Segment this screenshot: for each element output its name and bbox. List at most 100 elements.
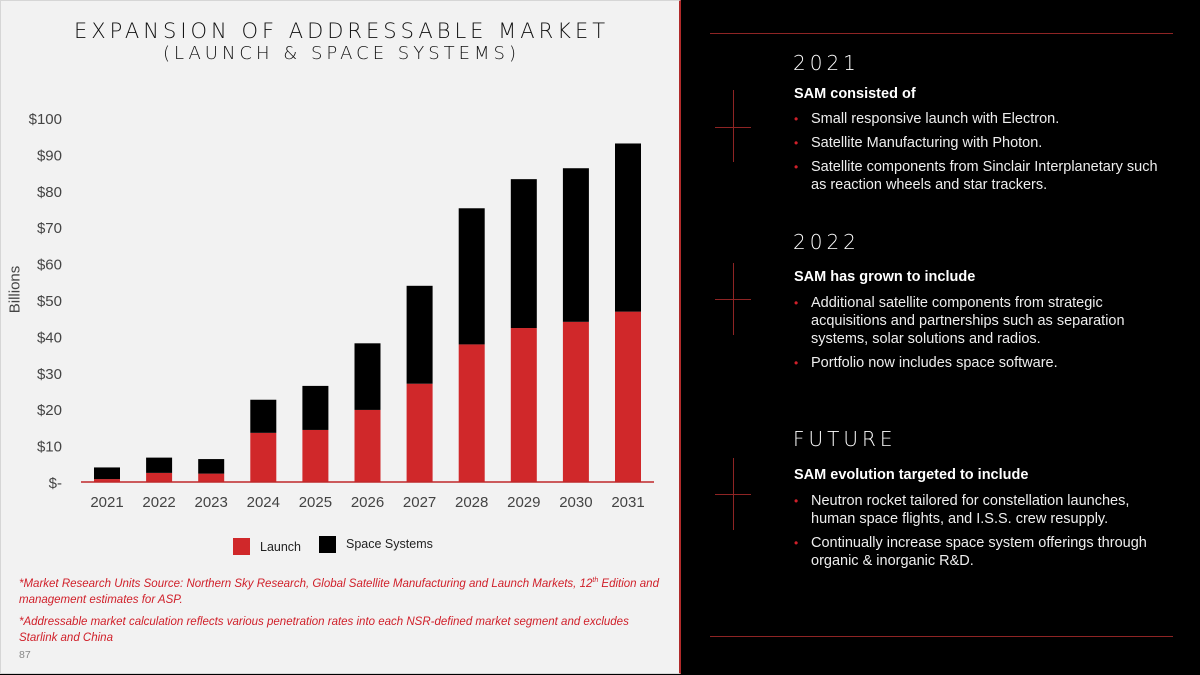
x-tick-label: 2024 [247, 494, 280, 511]
bullet-icon: • [794, 536, 799, 550]
bar-space-systems [146, 457, 173, 473]
legend-item-space-systems: Space Systems [319, 535, 433, 553]
bar-launch [562, 321, 589, 482]
bar-space-systems [406, 285, 433, 384]
y-tick-label: $30 [37, 366, 62, 383]
bullet-item: • Portfolio now includes space software. [794, 354, 1174, 372]
chart-subtitle: (LAUNCH & SPACE SYSTEMS) [163, 43, 520, 64]
bullet-text: Neutron rocket tailored for constellatio… [811, 493, 1130, 527]
x-tick-label: 2022 [142, 494, 175, 511]
bar-launch [406, 383, 433, 482]
bar-space-systems [198, 459, 225, 474]
bar-launch [250, 432, 277, 482]
bar-space-systems [250, 399, 277, 433]
y-tick-label: $40 [37, 329, 62, 346]
stacked-bar-chart: $-$10$20$30$40$50$60$70$80$90$100 2021 20… [29, 111, 654, 511]
section-subtitle-future: SAM evolution targeted to include [794, 467, 1029, 483]
crosshair-icon [715, 299, 751, 300]
bullet-icon: • [794, 296, 799, 310]
x-tick-label: 2027 [403, 494, 436, 511]
y-tick-label: $- [49, 475, 62, 492]
crosshair-icon [733, 90, 734, 162]
x-tick-label: 2029 [507, 494, 540, 511]
legend-swatch-launch [233, 538, 250, 555]
bar-space-systems [354, 343, 381, 410]
bullet-item: • Additional satellite components from st… [794, 294, 1174, 348]
section-subtitle-2022: SAM has grown to include [794, 269, 976, 285]
x-tick-label: 2021 [90, 494, 123, 511]
bar-space-systems [615, 143, 641, 312]
crosshair-icon [715, 494, 751, 495]
bar-launch [354, 409, 381, 482]
x-tick-label: 2025 [299, 494, 332, 511]
chart-title: EXPANSION OF ADDRESSABLE MARKET [73, 19, 610, 43]
legend-label-space-systems: Space Systems [346, 537, 433, 551]
legend-label-launch: Launch [260, 539, 302, 554]
y-axis-label: Billions [6, 265, 24, 314]
bar-launch [302, 429, 329, 482]
footnote-source: *Market Research Units Source: Northern … [19, 573, 669, 608]
bullet-text: Additional satellite components from str… [811, 295, 1125, 347]
x-axis-ticks: 2021 2022 2023 2024 2025 2026 2027 2028 2029 2030… [90, 494, 644, 511]
divider-bottom [710, 636, 1173, 637]
y-tick-label: $20 [37, 402, 62, 419]
footnote-source-text-end: Edition and management estimates for ASP… [19, 577, 659, 606]
bullet-icon: • [794, 494, 799, 508]
bullet-icon: • [794, 356, 799, 370]
footnote-methodology: *Addressable market calculation reflects… [19, 616, 629, 644]
bars [94, 143, 641, 482]
bullet-item: • Satellite components from Sinclair Inte… [794, 158, 1174, 194]
bar-space-systems [94, 467, 120, 480]
bar-launch [94, 479, 120, 482]
legend-item-launch: Launch [233, 538, 301, 555]
x-tick-label: 2031 [611, 494, 644, 511]
bar-space-systems [458, 208, 485, 345]
bullet-text: Satellite components from Sinclair Inter… [811, 159, 1158, 193]
bullet-icon: • [794, 136, 799, 150]
footnote-sup: th [592, 577, 599, 584]
y-tick-label: $70 [37, 220, 62, 237]
bar-space-systems [510, 179, 537, 329]
bullet-icon: • [794, 112, 799, 126]
x-tick-label: 2026 [351, 494, 384, 511]
bar-space-systems [562, 168, 589, 322]
crosshair-icon [715, 127, 751, 128]
section-subtitle-2021: SAM consisted of [794, 86, 916, 102]
x-tick-label: 2023 [195, 494, 228, 511]
bullet-text: Continually increase space system offeri… [811, 535, 1147, 569]
bullet-item: • Small responsive launch with Electron. [794, 110, 1174, 128]
section-bullets-future: • Neutron rocket tailored for constellati… [794, 492, 1174, 576]
x-tick-label: 2030 [559, 494, 592, 511]
section-bullets-2021: • Small responsive launch with Electron. … [794, 110, 1174, 200]
bullet-item: • Satellite Manufacturing with Photon. [794, 134, 1174, 152]
bar-launch [198, 473, 225, 482]
y-tick-label: $60 [37, 257, 62, 274]
bar-launch [458, 344, 485, 482]
bullet-item: • Continually increase space system offer… [794, 534, 1174, 570]
section-title-2021: 2021 [793, 51, 860, 75]
bullet-text: Portfolio now includes space software. [811, 355, 1058, 371]
bar-launch [510, 328, 537, 482]
y-tick-label: $90 [37, 147, 62, 164]
y-axis-ticks: $- $10 $20 $30 $40 $50 $60 $70 $80 $90 $100 [29, 111, 62, 492]
y-tick-label: $100 [29, 111, 62, 128]
legend-swatch-space-systems [319, 535, 337, 553]
y-tick-label: $10 [37, 439, 62, 456]
page-number: 87 [19, 649, 31, 661]
y-tick-label: $80 [37, 184, 62, 201]
divider-top [710, 33, 1173, 34]
x-tick-label: 2028 [455, 494, 488, 511]
bar-launch [615, 311, 641, 482]
chart-legend: Launch Space Systems [233, 533, 451, 555]
section-bullets-2022: • Additional satellite components from st… [794, 294, 1174, 378]
bar-launch [146, 472, 173, 482]
section-title-2022: 2022 [793, 230, 860, 254]
footnote-source-text: *Market Research Units Source: Northern … [19, 577, 593, 590]
section-title-future: FUTURE [793, 427, 897, 451]
y-tick-label: $50 [37, 293, 62, 310]
bar-space-systems [302, 385, 329, 430]
bullet-icon: • [794, 160, 799, 174]
bullet-text: Small responsive launch with Electron. [811, 111, 1060, 127]
bullet-text: Satellite Manufacturing with Photon. [811, 135, 1043, 151]
chart-panel: EXPANSION OF ADDRESSABLE MARKET (LAUNCH … [0, 0, 681, 674]
